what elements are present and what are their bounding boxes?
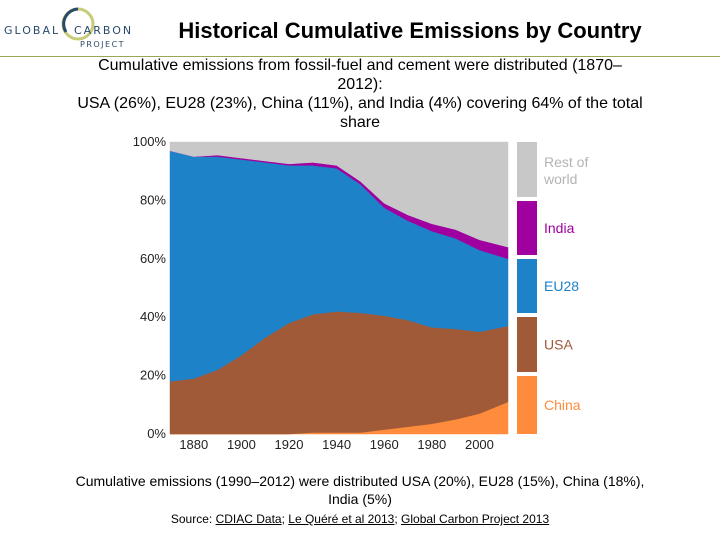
subtitle-line-2: 2012): xyxy=(337,76,383,93)
legend-label-rest-of-world: Rest of xyxy=(544,154,588,170)
footer-note: Cumulative emissions (1990–2012) were di… xyxy=(20,472,700,508)
source-line: Source: CDIAC Data; Le Quéré et al 2013;… xyxy=(0,512,720,526)
y-tick-label: 60% xyxy=(140,251,166,266)
footer-line-2: India (5%) xyxy=(328,491,392,507)
x-tick-label: 1960 xyxy=(370,437,399,452)
legend-swatch-india xyxy=(517,201,537,255)
area-rest-of-world xyxy=(169,141,509,248)
subtitle-line-4: share xyxy=(339,114,381,131)
footer-line-1: Cumulative emissions (1990–2012) were di… xyxy=(75,473,645,489)
y-axis-ticks: 0% 20% 40% 60% 80% 100% xyxy=(133,134,167,441)
legend-label-rest-of-world: world xyxy=(543,171,577,187)
global-carbon-project-logo: GLOBAL CARBON PROJECT xyxy=(0,0,140,60)
legend-label-usa: USA xyxy=(544,337,573,353)
source-separator-1: ; xyxy=(281,512,289,526)
x-tick-label: 1900 xyxy=(227,437,256,452)
legend-swatch-rest-of-world xyxy=(517,142,537,197)
chart-areas xyxy=(169,141,509,435)
source-link-gcp[interactable]: Global Carbon Project 2013 xyxy=(401,512,550,526)
logo-word-project: PROJECT xyxy=(80,40,126,49)
legend-swatch-china xyxy=(517,376,537,434)
legend-label-china: China xyxy=(544,397,581,413)
source-link-le-quere[interactable]: Le Quéré et al 2013 xyxy=(288,512,395,526)
y-tick-label: 20% xyxy=(140,368,166,383)
source-link-cdiac[interactable]: CDIAC Data xyxy=(215,512,282,526)
x-tick-label: 2000 xyxy=(465,437,494,452)
title-divider xyxy=(0,56,720,57)
x-tick-label: 1920 xyxy=(275,437,304,452)
source-separator-2: ; xyxy=(394,512,402,526)
subtitle-line-3: USA (26%), EU28 (23%), China (11%), and … xyxy=(77,95,643,112)
subtitle-line-1: Cumulative emissions from fossil-fuel an… xyxy=(98,57,622,74)
y-tick-label: 80% xyxy=(140,192,166,207)
page-title: Historical Cumulative Emissions by Count… xyxy=(178,18,642,43)
y-tick-label: 0% xyxy=(147,426,166,441)
legend-label-india: India xyxy=(544,220,575,236)
legend-label-eu28: EU28 xyxy=(544,278,579,294)
x-tick-label: 1880 xyxy=(179,437,208,452)
x-tick-label: 1940 xyxy=(322,437,351,452)
x-axis-ticks: 1880 1900 1920 1940 1960 1980 2000 xyxy=(179,437,494,452)
legend-swatch-eu28 xyxy=(517,259,537,313)
y-tick-label: 100% xyxy=(133,134,167,149)
logo-ring-icon xyxy=(61,7,95,41)
source-prefix: Source: xyxy=(170,512,216,526)
legend-swatch-usa xyxy=(517,317,537,372)
subtitle: Cumulative emissions from fossil-fuel an… xyxy=(20,56,700,132)
y-tick-label: 40% xyxy=(140,309,166,324)
logo-word-global: GLOBAL xyxy=(4,24,61,37)
logo-word-carbon: CARBON xyxy=(74,24,134,37)
x-tick-label: 1980 xyxy=(417,437,446,452)
